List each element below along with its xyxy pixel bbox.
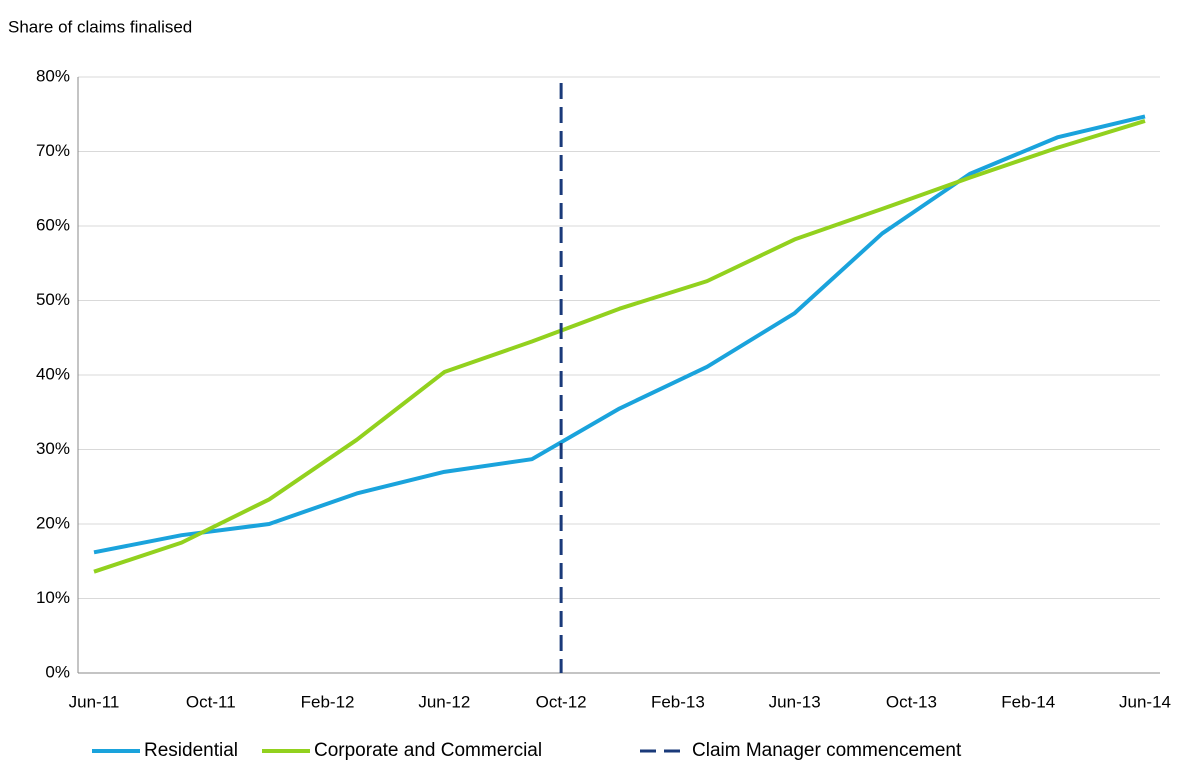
y-tick-label: 10% (36, 588, 70, 607)
y-tick-label: 80% (36, 66, 70, 85)
x-tick-label: Jun-12 (418, 692, 470, 711)
y-tick-label: 70% (36, 141, 70, 160)
y-tick-label: 50% (36, 290, 70, 309)
legend-label: Residential (144, 740, 238, 761)
x-tick-label: Feb-12 (301, 692, 355, 711)
y-tick-label: 40% (36, 364, 70, 383)
x-tick-label: Feb-14 (1001, 692, 1055, 711)
x-tick-label: Jun-11 (69, 692, 120, 711)
y-tick-label: 0% (45, 662, 70, 681)
y-tick-label: 60% (36, 215, 70, 234)
legend-label: Corporate and Commercial (314, 740, 542, 761)
chart-title: Share of claims finalised (8, 17, 192, 36)
x-tick-label: Jun-14 (1119, 692, 1171, 711)
x-tick-label: Oct-13 (886, 692, 937, 711)
series-line (93, 114, 1146, 555)
y-tick-label: 20% (36, 513, 70, 532)
x-tick-label: Oct-12 (536, 692, 587, 711)
y-tick-label: 30% (36, 439, 70, 458)
x-tick-label: Jun-13 (769, 692, 821, 711)
x-tick-label: Feb-13 (651, 692, 705, 711)
x-tick-label: Oct-11 (186, 692, 236, 711)
series-line (93, 119, 1146, 574)
legend-label: Claim Manager commencement (692, 740, 962, 761)
